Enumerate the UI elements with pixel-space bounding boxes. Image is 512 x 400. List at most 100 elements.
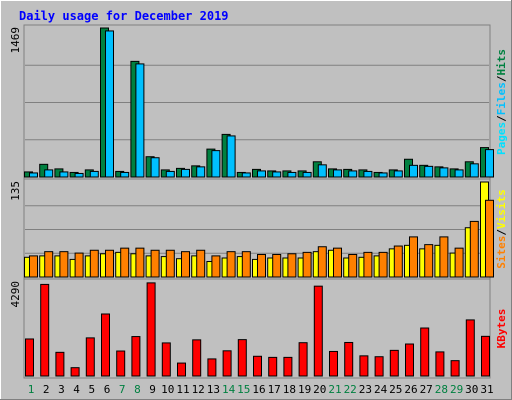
mid-bar-sites-day-24 [378,251,388,278]
legend-hits: Hits [495,49,508,76]
bot-bar-kbytes-day-6 [101,313,110,377]
day-label-10: 10 [161,383,174,396]
day-label-1: 1 [28,383,35,396]
mid-bar-sites-day-23 [363,251,373,278]
mid-bar-sites-day-19 [302,251,312,278]
day-labels: 1 2 3 4 5 6 7 8 9 10 11 12 13 14 15 16 17 18 19 20 21 22 23 24 2… [28,383,494,396]
day-label-2: 2 [43,383,50,396]
mid-bar-sites-day-8 [135,247,145,278]
top-bar-files-day-26 [409,164,418,178]
bot-bar-kbytes-day-31 [481,335,490,377]
day-label-25: 25 [389,383,402,396]
bot-bar-kbytes-day-5 [85,337,95,377]
mid-bar-sites-day-2 [44,251,54,278]
mid-bar-sites-day-22 [348,253,358,278]
day-label-11: 11 [176,383,189,396]
mid-bar-sites-day-9 [150,249,160,278]
mid-bar-sites-day-6 [105,249,114,278]
bot-bar-kbytes-day-17 [268,356,278,377]
top-bar-files-day-22 [348,170,358,178]
day-label-8: 8 [134,383,141,396]
day-label-29: 29 [450,383,463,396]
bot-bar-kbytes-day-15 [237,339,247,377]
top-bar-files-day-23 [363,170,373,178]
day-label-9: 9 [149,383,156,396]
bot-bar-kbytes-day-21 [329,350,338,377]
legend-sep: / [495,115,508,122]
bot-bar-kbytes-day-10 [161,342,171,377]
bot-bar-kbytes-day-14 [222,350,232,377]
bot-bar-kbytes-day-9 [146,282,156,377]
legend-visits: Visits [495,189,508,229]
day-label-16: 16 [252,383,265,396]
mid-bar-sites-day-26 [409,236,418,278]
top-bar-files-day-2 [44,169,54,178]
bot-bar-kbytes-day-27 [420,327,430,377]
mid-ymax-label: 135 [9,181,22,201]
bot-bar-kbytes-day-25 [389,349,399,377]
mid-bar-sites-day-12 [196,249,206,278]
bot-ymax-label: 4290 [9,281,22,308]
top-bar-files-day-25 [393,170,403,178]
top-bar-files-day-5 [89,170,99,178]
bot-bar-kbytes-day-29 [450,360,460,377]
legend-pages: Pages [495,122,508,155]
mid-bar-sites-day-16 [257,253,266,278]
bot-bar-kbytes-day-16 [253,355,262,377]
day-label-18: 18 [283,383,296,396]
bot-bar-kbytes-day-2 [40,283,50,377]
bot-panel: 4290 KBytes [9,278,508,379]
top-bar-files-day-11 [181,168,190,178]
day-label-4: 4 [73,383,80,396]
mid-bar-sites-day-25 [393,245,403,278]
bot-bar-kbytes-day-1 [25,338,34,377]
top-legend: Pages/Files/Hits [495,49,508,155]
legend-sep: / [495,229,508,236]
top-bar-files-day-14 [226,135,236,178]
bot-bar-kbytes-day-19 [298,342,308,377]
mid-panel: 135 Sites/Visits [9,178,508,280]
top-bar-files-day-29 [454,169,464,178]
top-bar-files-day-28 [439,167,449,178]
bot-bar-kbytes-day-4 [70,367,80,377]
mid-bar-sites-day-21 [333,247,342,278]
top-bar-files-day-27 [424,165,434,178]
top-bar-files-day-4 [74,172,84,178]
bot-legend: KBytes [495,309,508,349]
top-bar-files-day-15 [241,172,251,178]
top-bar-files-day-9 [150,157,160,178]
bot-bar-kbytes-day-30 [465,319,475,377]
day-label-22: 22 [344,383,357,396]
bot-bar-kbytes-day-20 [313,285,323,377]
mid-bar-sites-day-4 [74,252,84,278]
day-label-27: 27 [420,383,433,396]
top-bar-files-day-16 [257,170,266,178]
day-label-28: 28 [435,383,448,396]
mid-bar-sites-day-17 [272,253,282,278]
mid-bar-sites-day-15 [241,251,251,278]
mid-bar-sites-day-7 [120,247,130,278]
top-bar-files-day-21 [333,169,342,178]
day-label-5: 5 [88,383,95,396]
day-label-6: 6 [104,383,111,396]
mid-legend: Sites/Visits [495,189,508,269]
mid-bar-sites-day-14 [226,251,236,278]
day-label-26: 26 [404,383,417,396]
day-label-13: 13 [207,383,220,396]
mid-bar-sites-day-11 [181,251,190,278]
day-label-20: 20 [313,383,326,396]
top-bar-files-day-12 [196,166,206,178]
day-label-31: 31 [480,383,493,396]
chart-title: Daily usage for December 2019 [19,9,229,23]
mid-bar-sites-day-3 [59,251,69,278]
top-bar-files-day-13 [211,150,221,178]
top-bar-files-day-6 [105,30,114,178]
legend-sep: / [495,75,508,82]
day-label-15: 15 [237,383,250,396]
top-bar-files-day-20 [317,164,327,178]
top-bar-files-day-24 [378,172,388,178]
bot-bar-kbytes-day-11 [177,362,186,377]
top-bar-files-day-3 [59,171,69,178]
